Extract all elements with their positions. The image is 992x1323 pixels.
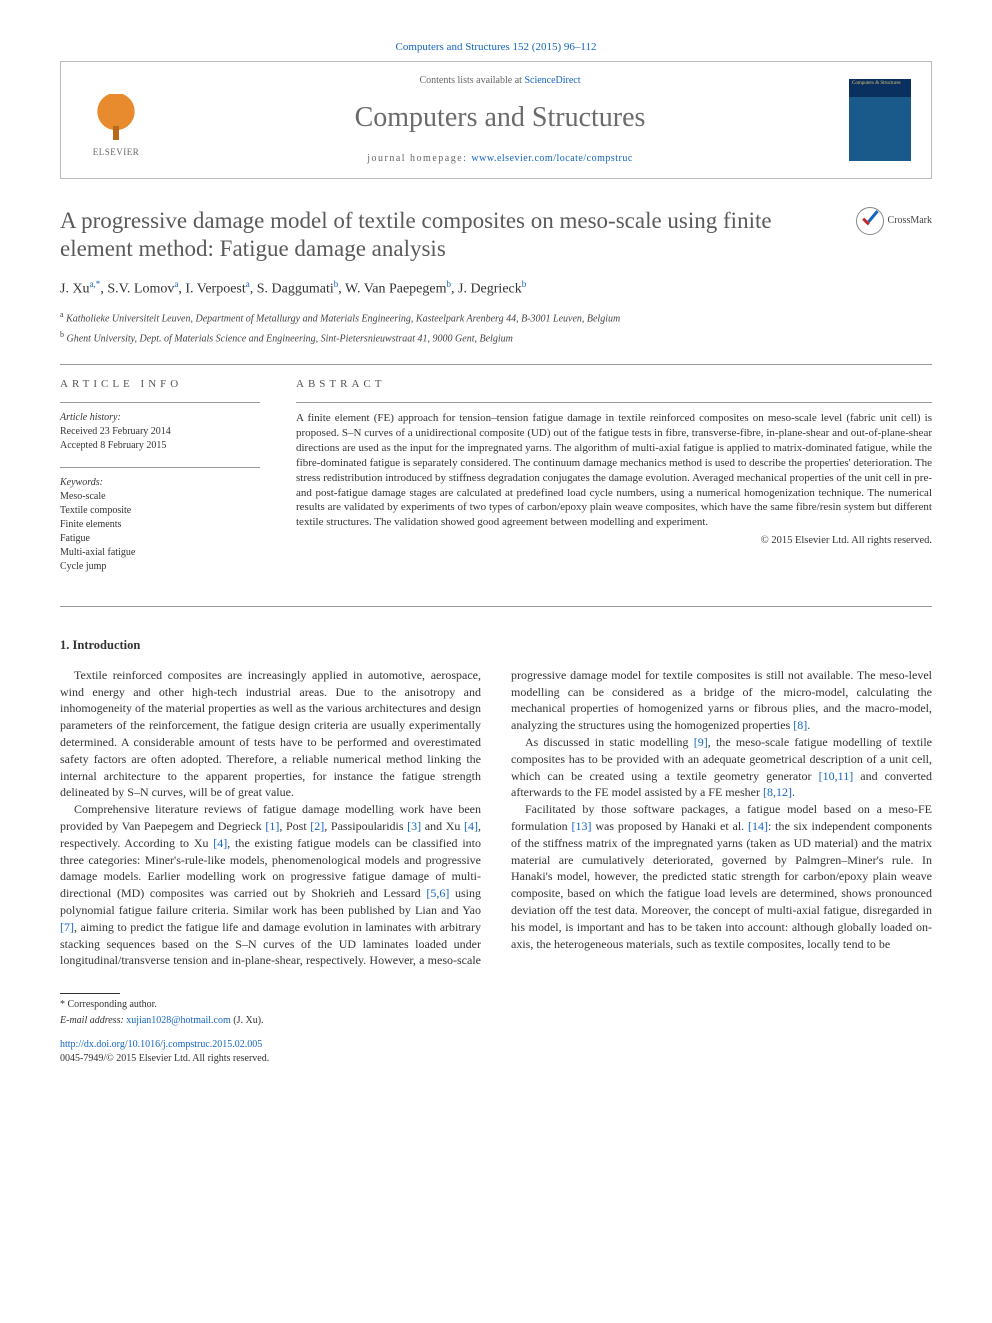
issn-copyright: 0045-7949/© 2015 Elsevier Ltd. All right…	[60, 1052, 932, 1066]
footer: * Corresponding author. E-mail address: …	[60, 993, 932, 1066]
keyword: Textile composite	[60, 504, 260, 518]
email-line: E-mail address: xujian1028@hotmail.com (…	[60, 1014, 932, 1028]
text: As discussed in static modelling	[525, 735, 694, 749]
email-suffix: (J. Xu).	[231, 1015, 264, 1026]
keyword: Cycle jump	[60, 560, 260, 574]
affil-sup: a	[60, 310, 64, 319]
author: , I. Verpoest	[178, 282, 245, 297]
divider	[60, 364, 932, 365]
copyright-line: © 2015 Elsevier Ltd. All rights reserved…	[296, 534, 932, 549]
journal-header-box: ELSEVIER Contents lists available at Sci…	[60, 61, 932, 178]
article-title: A progressive damage model of textile co…	[60, 207, 836, 265]
accepted-date: Accepted 8 February 2015	[60, 439, 260, 453]
body-text: Textile reinforced composites are increa…	[60, 667, 932, 969]
crossmark-label: CrossMark	[888, 214, 932, 228]
text: : the six independent components of the …	[511, 819, 932, 951]
sciencedirect-link[interactable]: ScienceDirect	[524, 75, 580, 86]
article-info-column: ARTICLE INFO Article history: Received 2…	[60, 377, 260, 588]
crossmark-icon	[856, 207, 884, 235]
keyword: Multi-axial fatigue	[60, 546, 260, 560]
author: J. Xu	[60, 282, 90, 297]
divider	[60, 467, 260, 468]
citation-link[interactable]: [9]	[694, 735, 708, 749]
section-heading: 1. Introduction	[60, 637, 932, 655]
divider	[60, 606, 932, 607]
contents-available: Contents lists available at ScienceDirec…	[151, 74, 849, 88]
affiliation: a Katholieke Universiteit Leuven, Depart…	[60, 309, 932, 326]
article-info-heading: ARTICLE INFO	[60, 377, 260, 392]
keyword: Fatigue	[60, 532, 260, 546]
citation-link[interactable]: [4]	[464, 819, 478, 833]
email-label: E-mail address:	[60, 1015, 126, 1026]
citation-link[interactable]: [7]	[60, 920, 74, 934]
text: .	[792, 785, 795, 799]
author-sup: b	[522, 279, 527, 289]
citation-link[interactable]: [13]	[572, 819, 592, 833]
keyword: Finite elements	[60, 518, 260, 532]
journal-homepage: journal homepage: www.elsevier.com/locat…	[151, 152, 849, 166]
text: , Passipoularidis	[324, 819, 407, 833]
affil-text: Katholieke Universiteit Leuven, Departme…	[66, 314, 620, 325]
divider	[296, 402, 932, 403]
text: was proposed by Hanaki et al.	[592, 819, 749, 833]
homepage-prefix: journal homepage:	[367, 153, 471, 164]
author-sup: a,*	[90, 279, 101, 289]
author: , S. Daggumati	[250, 282, 334, 297]
citation-link[interactable]: [14]	[748, 819, 768, 833]
abstract-text: A finite element (FE) approach for tensi…	[296, 411, 932, 530]
paragraph: Facilitated by those software packages, …	[511, 801, 932, 952]
citation-link[interactable]: [3]	[407, 819, 421, 833]
keyword: Meso-scale	[60, 490, 260, 504]
author-list: J. Xua,*, S.V. Lomova, I. Verpoesta, S. …	[60, 278, 932, 299]
paragraph: Textile reinforced composites are increa…	[60, 667, 481, 801]
author: , J. Degrieck	[451, 282, 522, 297]
contents-prefix: Contents lists available at	[419, 75, 524, 86]
paragraph: As discussed in static modelling [9], th…	[511, 734, 932, 801]
text: .	[807, 718, 810, 732]
footnote-rule	[60, 993, 120, 994]
affil-sup: b	[60, 330, 64, 339]
received-date: Received 23 February 2014	[60, 425, 260, 439]
crossmark-badge[interactable]: CrossMark	[856, 207, 932, 235]
publisher-name: ELSEVIER	[93, 146, 140, 159]
publisher-logo: ELSEVIER	[81, 81, 151, 159]
affiliation: b Ghent University, Dept. of Materials S…	[60, 329, 932, 346]
section-title: Introduction	[73, 638, 141, 652]
email-link[interactable]: xujian1028@hotmail.com	[126, 1015, 230, 1026]
abstract-heading: ABSTRACT	[296, 377, 932, 392]
doi-link[interactable]: http://dx.doi.org/10.1016/j.compstruc.20…	[60, 1039, 262, 1050]
text: , Post	[279, 819, 310, 833]
journal-title: Computers and Structures	[151, 98, 849, 137]
journal-cover-thumbnail: Computers & Structures	[849, 79, 911, 161]
citation-link[interactable]: [1]	[265, 819, 279, 833]
section-number: 1.	[60, 638, 69, 652]
citation-link[interactable]: [2]	[310, 819, 324, 833]
cover-label: Computers & Structures	[852, 81, 901, 87]
citation-link[interactable]: [8,12]	[763, 785, 792, 799]
affil-text: Ghent University, Dept. of Materials Sci…	[67, 333, 513, 344]
author: , W. Van Paepegem	[338, 282, 446, 297]
citation-link[interactable]: [4]	[213, 836, 227, 850]
citation-link[interactable]: [10,11]	[819, 769, 854, 783]
citation-bar: Computers and Structures 152 (2015) 96–1…	[60, 40, 932, 55]
history-label: Article history:	[60, 411, 260, 425]
homepage-link[interactable]: www.elsevier.com/locate/compstruc	[471, 153, 632, 164]
text: and Xu	[421, 819, 464, 833]
author: , S.V. Lomov	[100, 282, 174, 297]
elsevier-tree-icon	[91, 94, 141, 144]
keywords-label: Keywords:	[60, 476, 260, 490]
corresponding-author: * Corresponding author.	[60, 998, 932, 1012]
abstract-column: ABSTRACT A finite element (FE) approach …	[296, 377, 932, 588]
citation-link[interactable]: [8]	[793, 718, 807, 732]
divider	[60, 402, 260, 403]
citation-link[interactable]: [5,6]	[426, 886, 449, 900]
